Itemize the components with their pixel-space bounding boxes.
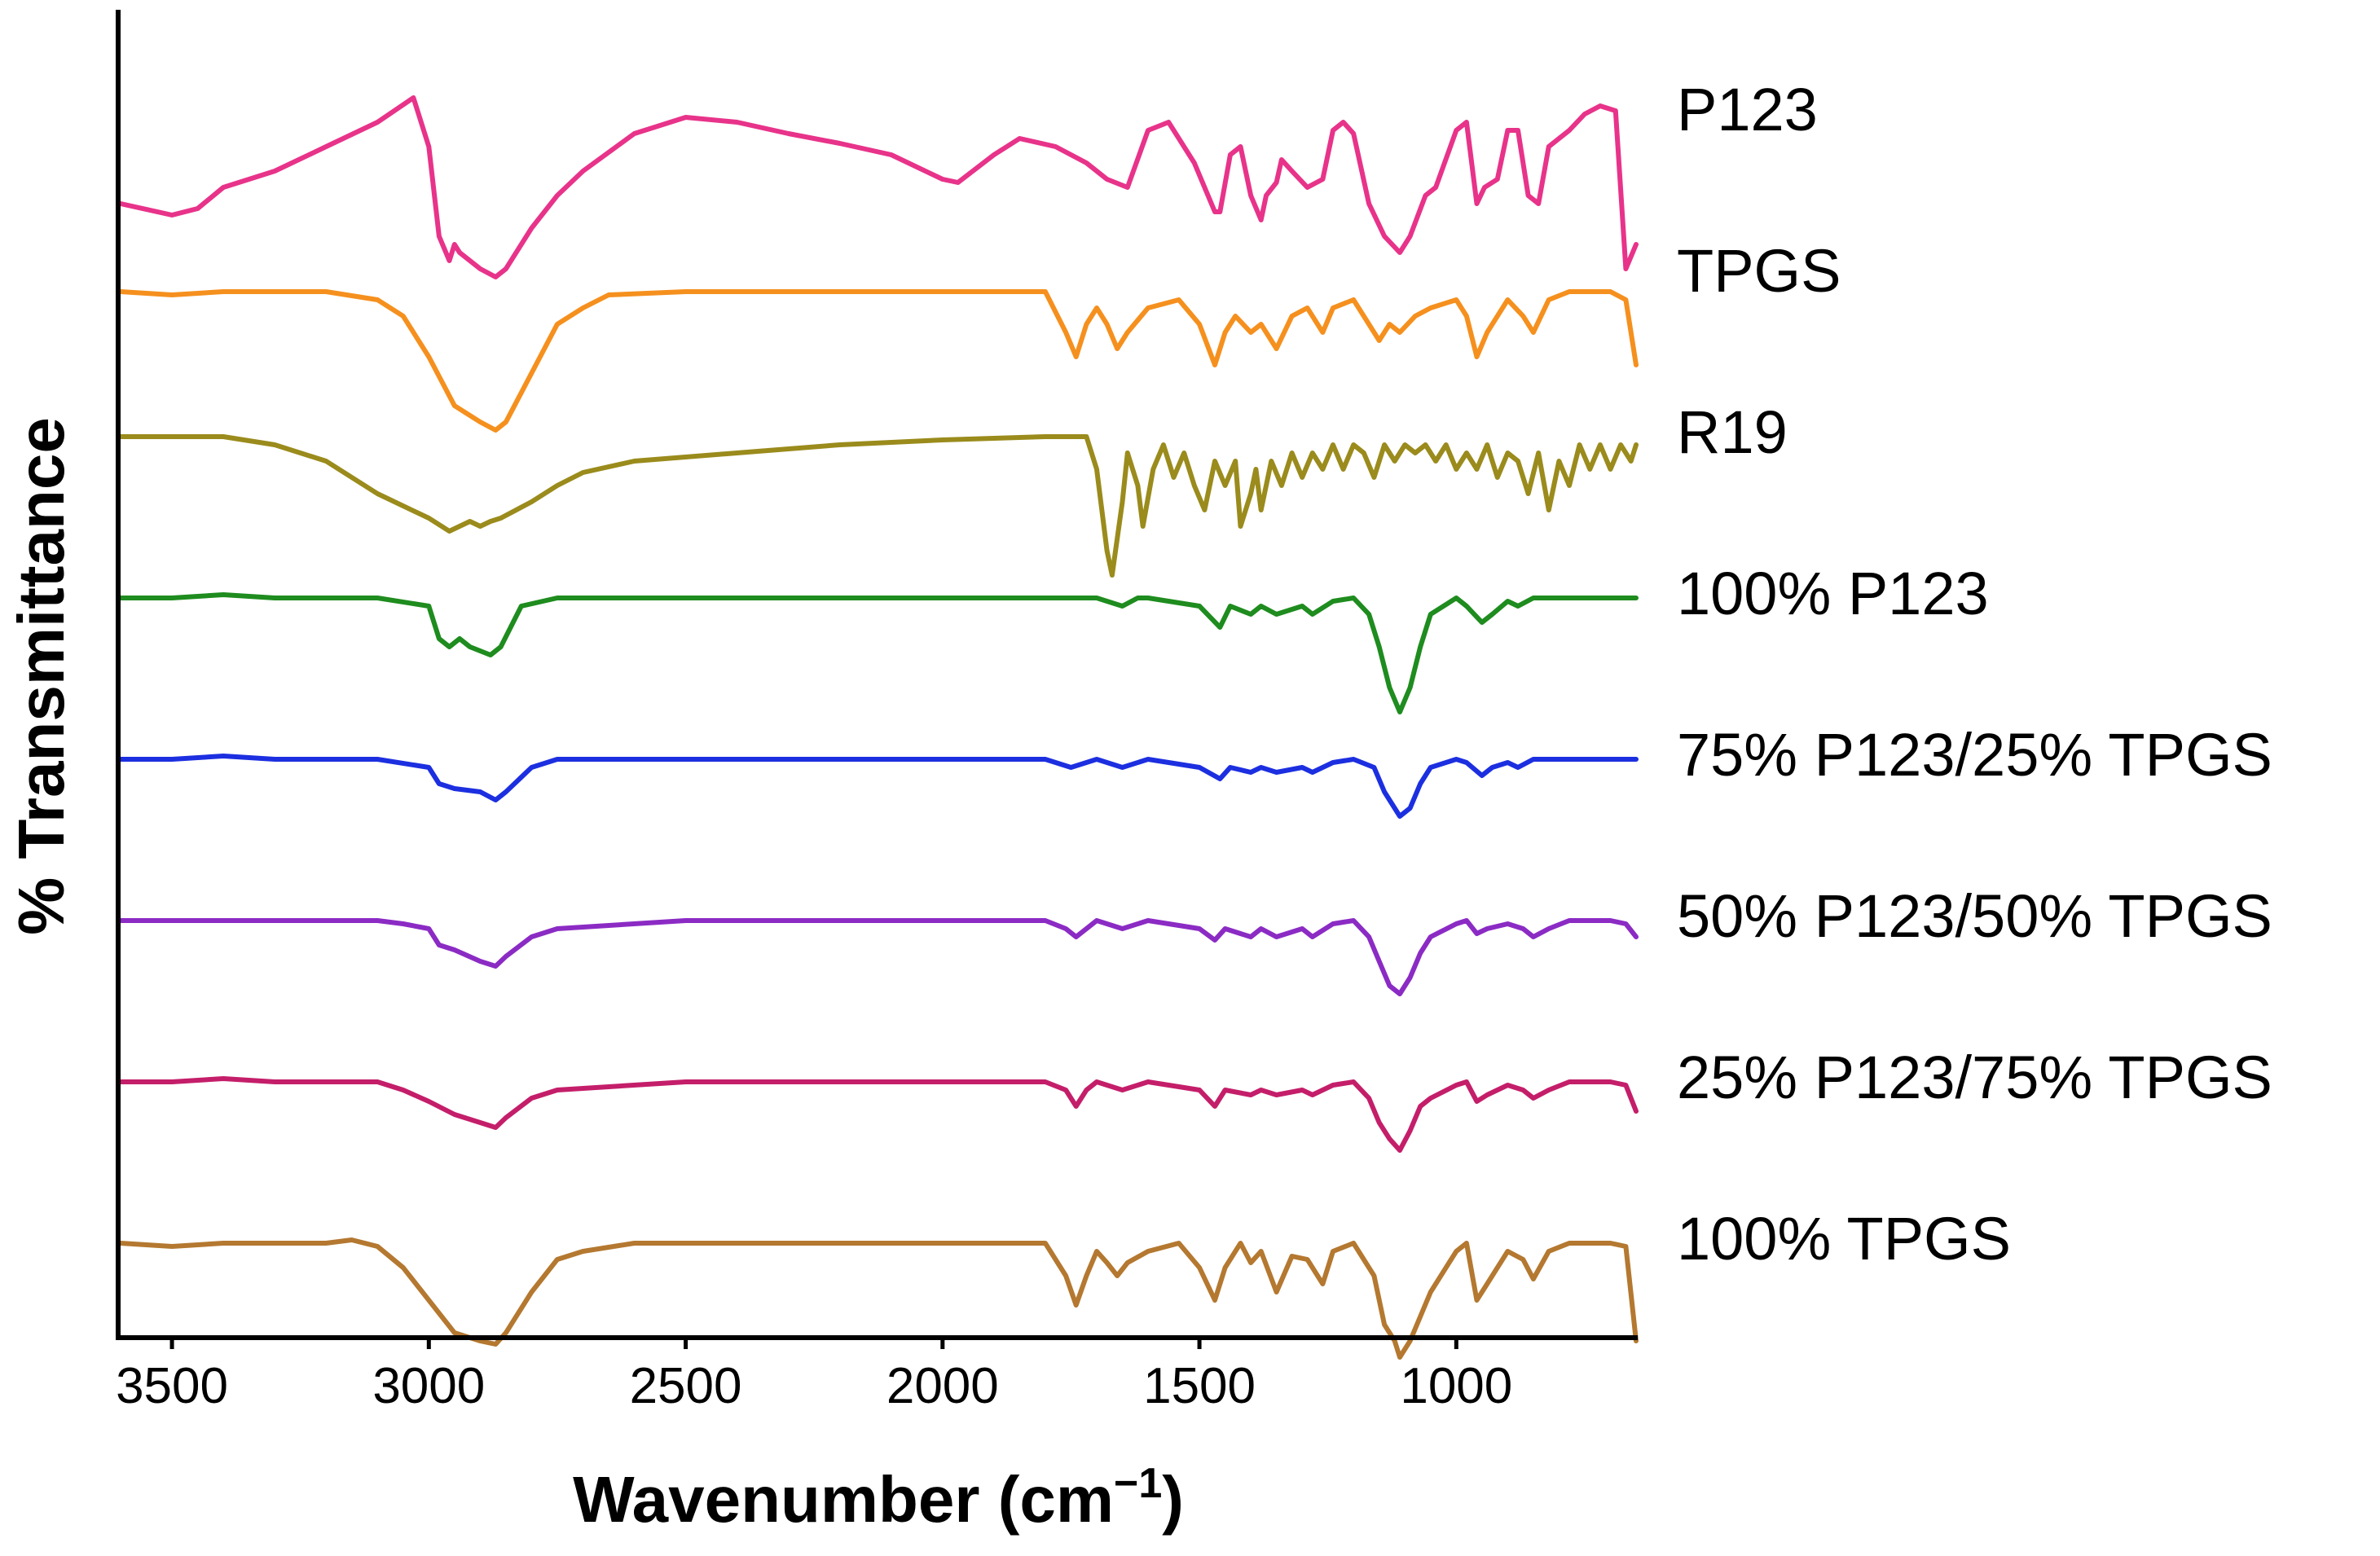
series-line-25pct-p123-75pct-tpgs: [118, 1076, 1639, 1153]
x-tick-label: 2000: [886, 1358, 999, 1414]
series-label-75pct-p123-25pct-tpgs: 75% P123/25% TPGS: [1677, 721, 2272, 789]
x-axis-title: Wavenumber (cm−1): [573, 1460, 1184, 1536]
series-label-25pct-p123-75pct-tpgs: 25% P123/75% TPGS: [1677, 1044, 2272, 1111]
series-line-50pct-p123-50pct-tpgs: [118, 918, 1639, 996]
x-ticks: 3500 3000 2500 2000 1500 1000: [116, 1338, 1512, 1414]
series-labels: P123 TPGS R19 100% P123 75% P123/25% TPGS 50%…: [1677, 76, 2272, 1272]
series-line-75pct-p123-25pct-tpgs: [118, 754, 1639, 819]
x-axis-title-superscript: −1: [1114, 1460, 1162, 1507]
x-tick-label: 1500: [1143, 1358, 1256, 1414]
x-tick-label: 2500: [630, 1358, 742, 1414]
series-label-100pct-p123: 100% P123: [1677, 560, 1989, 627]
x-tick-label: 1000: [1400, 1358, 1512, 1414]
plot-area: [118, 95, 1639, 1360]
x-axis-title-close: ): [1162, 1463, 1184, 1536]
series-label-p123: P123: [1677, 76, 1818, 143]
x-tick-label: 3000: [372, 1358, 485, 1414]
series-label-r19: R19: [1677, 398, 1788, 466]
series-label-100pct-tpgs: 100% TPGS: [1677, 1205, 2011, 1272]
series-line-r19: [118, 434, 1639, 578]
series-label-50pct-p123-50pct-tpgs: 50% P123/50% TPGS: [1677, 882, 2272, 950]
series-line-p123: [118, 95, 1639, 279]
series-line-tpgs: [118, 289, 1639, 433]
x-tick-label: 3500: [116, 1358, 228, 1414]
axes: [116, 10, 1638, 1340]
x-axis-title-main: Wavenumber (cm: [573, 1463, 1114, 1536]
y-axis-title: % Transmittance: [5, 417, 77, 935]
series-line-100pct-p123: [118, 592, 1639, 714]
series-label-tpgs: TPGS: [1677, 237, 1841, 305]
